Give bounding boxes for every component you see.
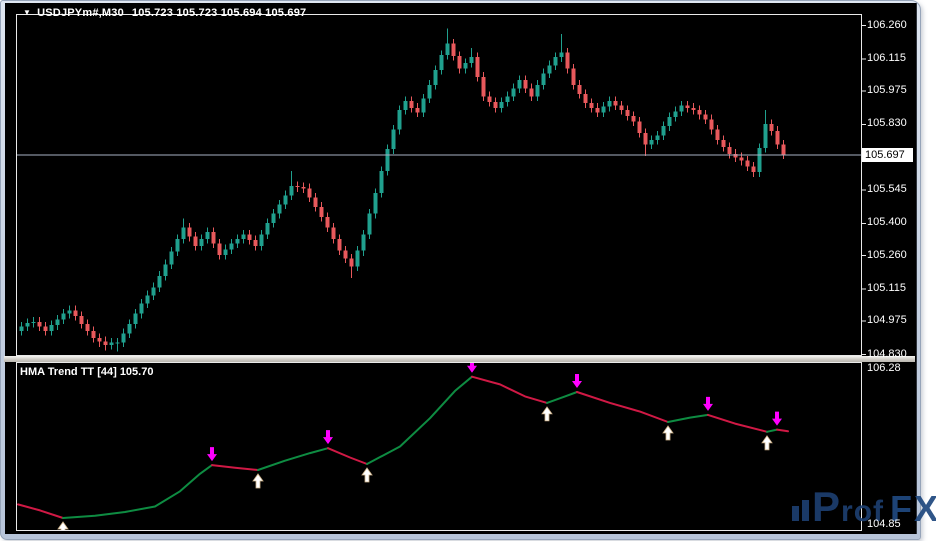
price-axis-label: 104.975 — [867, 314, 907, 327]
price-axis-label: 105.975 — [867, 84, 907, 97]
chart-dropdown-icon[interactable]: ▼ — [23, 8, 32, 17]
price-axis-label: 105.260 — [867, 248, 907, 261]
chart-surface[interactable] — [5, 3, 917, 534]
indicator-label: HMA Trend TT [44] 105.70 — [20, 366, 154, 378]
symbol-title: USDJPYm#,M30 — [37, 7, 124, 19]
price-axis-label: 106.115 — [867, 51, 906, 64]
indicator-axis-label-bottom: 104.85 — [867, 517, 901, 530]
price-axis-label: 105.115 — [867, 281, 906, 294]
ohlc-quotes: 105.723 105.723 105.694 105.697 — [131, 7, 307, 19]
price-axis-label: 104.830 — [867, 347, 907, 360]
current-price-label: 105.697 — [862, 147, 913, 162]
price-axis-label: 105.830 — [867, 117, 907, 130]
watermark-fx-text: FX — [890, 488, 936, 529]
profx-watermark: Prof FX — [792, 483, 936, 531]
watermark-candle-icon — [802, 500, 809, 521]
chart-title-overlay: ▼ USDJPYm#,M30 105.723 105.723 105.694 105… — [23, 7, 306, 19]
indicator-axis-label-top: 106.28 — [867, 361, 901, 374]
price-axis-label: 106.260 — [867, 18, 907, 31]
price-axis-label: 105.545 — [867, 183, 907, 195]
price-axis-label: 105.400 — [867, 216, 907, 229]
watermark-bar-icon — [792, 506, 799, 521]
panel-separator[interactable] — [4, 356, 915, 362]
